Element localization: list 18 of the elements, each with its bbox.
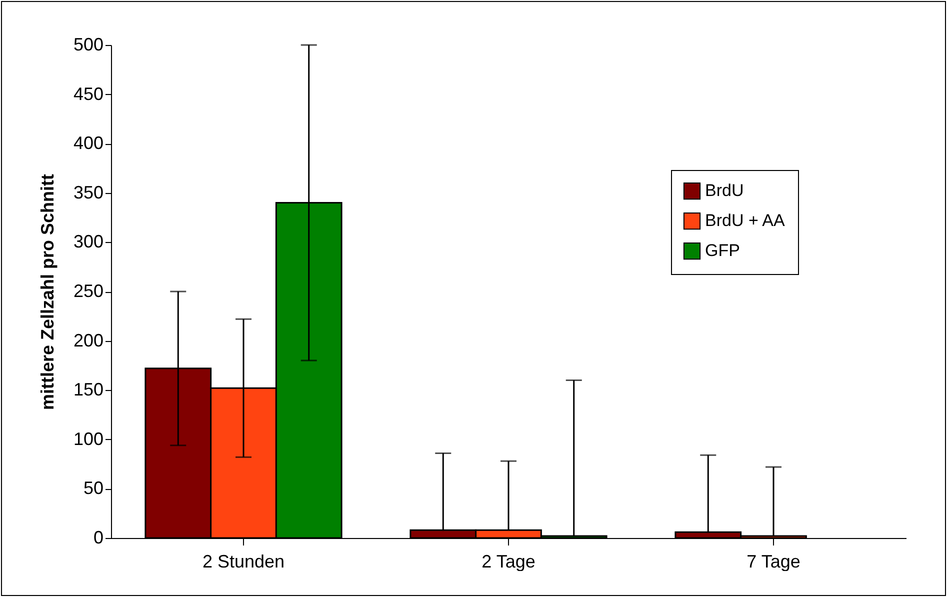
legend-label: BrdU + AA [705, 211, 786, 230]
y-tick-label: 350 [73, 182, 104, 202]
y-tick-label: 0 [93, 528, 104, 548]
y-tick-label: 150 [73, 380, 104, 400]
x-tick-label: 2 Tage [482, 552, 536, 572]
legend-label: GFP [705, 241, 740, 260]
y-tick-label: 300 [73, 232, 104, 252]
y-tick-label: 450 [73, 84, 104, 104]
y-axis-title: mittlere Zellzahl pro Schnitt [37, 174, 58, 410]
y-tick-label: 100 [73, 428, 104, 449]
legend-label: BrdU [705, 181, 744, 200]
y-tick-label: 500 [73, 34, 104, 54]
x-tick-label: 2 Stunden [202, 552, 285, 572]
y-tick-label: 400 [73, 133, 104, 154]
y-tick-label: 50 [83, 478, 104, 498]
y-tick-label: 200 [73, 330, 104, 350]
x-tick-label: 7 Tage [746, 552, 800, 572]
y-tick-label: 250 [73, 281, 104, 301]
